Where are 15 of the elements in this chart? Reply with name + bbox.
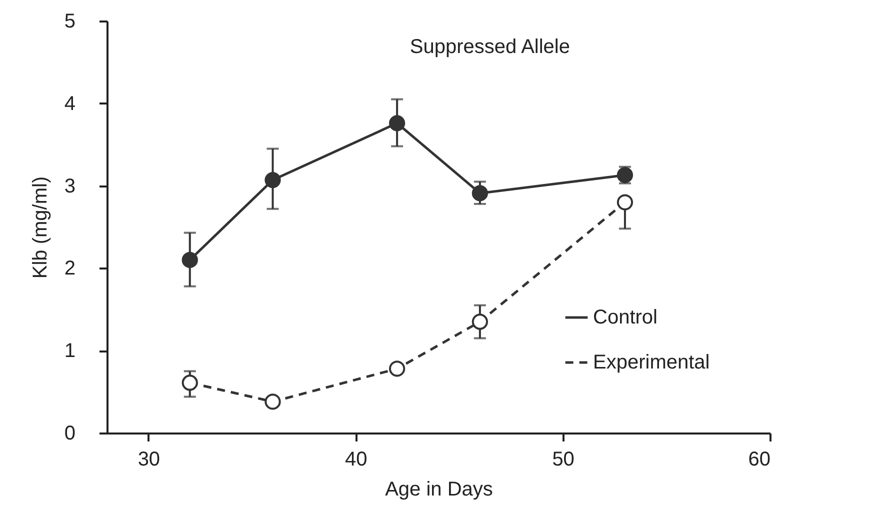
x-axis-title: Age in Days (385, 478, 493, 500)
x-tick-label: 50 (552, 448, 574, 470)
y-tick-label: 1 (64, 340, 76, 362)
y-tick-label: 2 (64, 258, 76, 280)
x-tick-label: 40 (345, 448, 368, 470)
x-tick-label: 60 (748, 448, 770, 470)
text: Suppressed Allele (410, 36, 570, 58)
x-tick-label: 30 (138, 448, 160, 470)
y-tick-label: 4 (64, 92, 76, 115)
y-tick-label: 0 (64, 422, 76, 444)
y-axis-title: Klb (mg/ml) (29, 176, 52, 279)
legend-label: Experimental (593, 352, 710, 374)
legend-label: Control (593, 306, 658, 328)
y-tick-label: 3 (64, 175, 76, 198)
y-tick-label: 5 (64, 10, 76, 32)
